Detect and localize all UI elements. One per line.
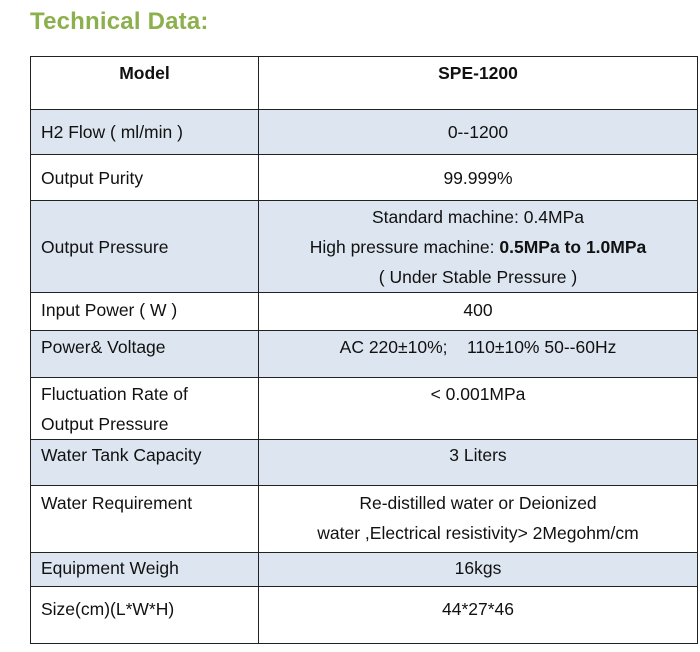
table-row: Power& Voltage AC 220±10%; 110±10% 50--6… — [30, 330, 698, 378]
row-value-line: Standard machine: 0.4MPa — [371, 206, 585, 227]
row-label-line: Fluctuation Rate of — [41, 384, 188, 404]
table-row: H2 Flow ( ml/min ) 0--1200 — [30, 109, 698, 155]
row-value-multiline: Standard machine: 0.4MPa High pressure m… — [258, 200, 698, 293]
table-row: Water Tank Capacity 3 Liters — [30, 439, 698, 486]
table-row: Fluctuation Rate of Output Pressure < 0.… — [30, 377, 698, 440]
row-value-line: water ,Electrical resistivity> 2Megohm/c… — [317, 523, 639, 543]
table-row: Input Power ( W ) 400 — [30, 292, 698, 331]
table-header-row: Model SPE-1200 — [30, 56, 698, 110]
table-row: Output Purity 99.999% — [30, 154, 698, 201]
row-value: 44*27*46 — [258, 586, 698, 644]
row-value-line: ( Under Stable Pressure ) — [378, 266, 578, 287]
page-title: Technical Data: — [30, 8, 209, 35]
row-value: 0--1200 — [258, 109, 698, 155]
row-value-text: High pressure machine: — [309, 236, 500, 257]
header-model-label: Model — [30, 56, 259, 110]
row-label-line: Output Pressure — [41, 414, 169, 434]
row-label: Water Requirement — [30, 485, 259, 553]
row-label-multiline: Fluctuation Rate of Output Pressure — [30, 377, 259, 440]
table-row: Water Requirement Re-distilled water or … — [30, 485, 698, 553]
row-label: Power& Voltage — [30, 330, 259, 378]
row-label: Equipment Weigh — [30, 552, 259, 587]
table-row: Size(cm)(L*W*H) 44*27*46 — [30, 586, 698, 644]
row-value: < 0.001MPa — [258, 377, 698, 440]
row-label: Output Purity — [30, 154, 259, 201]
row-label: Size(cm)(L*W*H) — [30, 586, 259, 644]
row-value: 3 Liters — [258, 439, 698, 486]
row-label: Water Tank Capacity — [30, 439, 259, 486]
row-label: Output Pressure — [30, 200, 259, 293]
row-label: Input Power ( W ) — [30, 292, 259, 331]
row-label: H2 Flow ( ml/min ) — [30, 109, 259, 155]
row-value: 400 — [258, 292, 698, 331]
table-row: Equipment Weigh 16kgs — [30, 552, 698, 587]
header-model-value: SPE-1200 — [258, 56, 698, 110]
technical-data-table: Model SPE-1200 H2 Flow ( ml/min ) 0--120… — [30, 56, 698, 644]
row-value-line: High pressure machine: 0.5MPa to 1.0MPa — [259, 232, 697, 262]
table-row: Output Pressure Standard machine: 0.4MPa… — [30, 200, 698, 293]
row-value-line: Re-distilled water or Deionized — [359, 493, 597, 513]
row-value-multiline: Re-distilled water or Deionized water ,E… — [258, 485, 698, 553]
row-value: 99.999% — [258, 154, 698, 201]
row-value-bold: 0.5MPa to 1.0MPa — [499, 236, 647, 257]
row-value: 16kgs — [258, 552, 698, 587]
row-value: AC 220±10%; 110±10% 50--60Hz — [258, 330, 698, 378]
